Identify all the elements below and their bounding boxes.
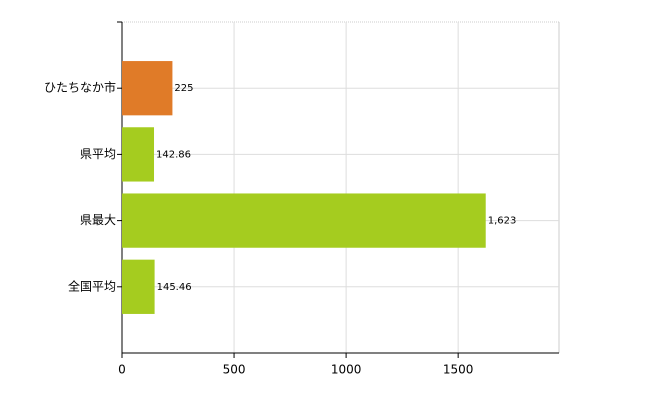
- y-tick-label: 県最大: [80, 213, 116, 227]
- bar: [122, 193, 486, 248]
- y-tick-label: 全国平均: [68, 278, 116, 293]
- value-label: 225: [174, 83, 193, 94]
- value-label: 145.46: [157, 282, 192, 293]
- x-tick-label: 0: [118, 363, 126, 377]
- value-label: 1,623: [488, 216, 517, 227]
- y-tick-label: ひたちなか市: [44, 80, 116, 95]
- y-tick-label: 県平均: [80, 147, 116, 161]
- x-tick-label: 1000: [331, 363, 362, 377]
- x-tick-label: 500: [223, 363, 246, 377]
- bar: [122, 127, 155, 182]
- bar: [122, 259, 155, 314]
- value-label: 142.86: [156, 149, 191, 160]
- bar: [122, 61, 173, 116]
- x-tick-label: 1500: [443, 363, 474, 377]
